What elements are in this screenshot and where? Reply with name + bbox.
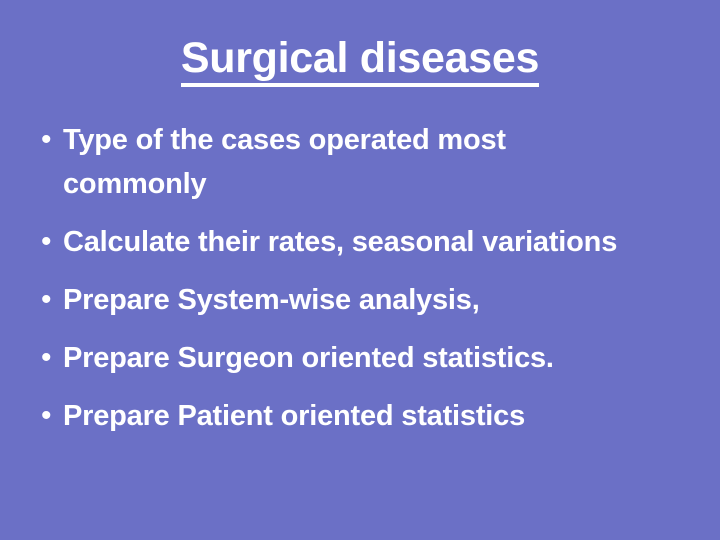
title-underline-rule — [180, 83, 540, 87]
bullet-point-icon: • — [41, 123, 52, 156]
slide-title-container: Surgical diseases — [0, 34, 720, 87]
slide-title-text: Surgical diseases — [180, 34, 540, 82]
bullet-item-label: Prepare Patient oriented statistics — [63, 400, 525, 432]
bullet-point-icon: • — [41, 399, 52, 432]
bullet-item-label: Prepare Surgeon oriented statistics. — [63, 342, 554, 374]
list-item: • Prepare System-wise analysis, — [33, 278, 705, 322]
list-item: • Prepare Patient oriented statistics — [33, 394, 705, 438]
bullet-point-icon: • — [41, 283, 52, 316]
bullet-point-icon: • — [41, 341, 52, 374]
bullet-list: • Type of the cases operated most common… — [33, 118, 705, 452]
bullet-point-icon: • — [41, 225, 52, 258]
list-item: • Type of the cases operated most common… — [33, 118, 705, 206]
bullet-item-label: Calculate their rates, seasonal variatio… — [63, 226, 618, 258]
bullet-item-label: Prepare System-wise analysis, — [63, 284, 480, 316]
list-item: • Calculate their rates, seasonal variat… — [33, 220, 705, 264]
bullet-item-label: Type of the cases operated most commonly — [63, 124, 506, 200]
list-item: • Prepare Surgeon oriented statistics. — [33, 336, 705, 380]
page-title: Surgical diseases — [180, 34, 540, 87]
